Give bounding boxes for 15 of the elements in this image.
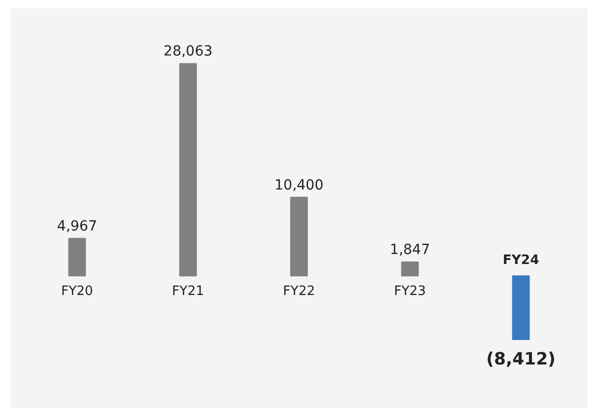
x-tick-label: FY20 [61, 284, 94, 299]
data-label: (8,412) [486, 350, 556, 370]
x-tick-label: FY22 [283, 284, 315, 299]
data-label: 4,967 [57, 218, 98, 234]
bar [290, 196, 308, 276]
bar [179, 63, 197, 276]
x-tick-label: FY21 [172, 284, 204, 299]
bar [512, 275, 530, 340]
data-label: 1,847 [390, 242, 430, 258]
x-tick-label: FY24 [502, 252, 540, 268]
data-label: 10,400 [274, 177, 324, 194]
x-tick-label: FY23 [394, 284, 426, 299]
data-label: 28,063 [164, 44, 213, 60]
bar [68, 238, 86, 276]
bar [401, 261, 419, 276]
